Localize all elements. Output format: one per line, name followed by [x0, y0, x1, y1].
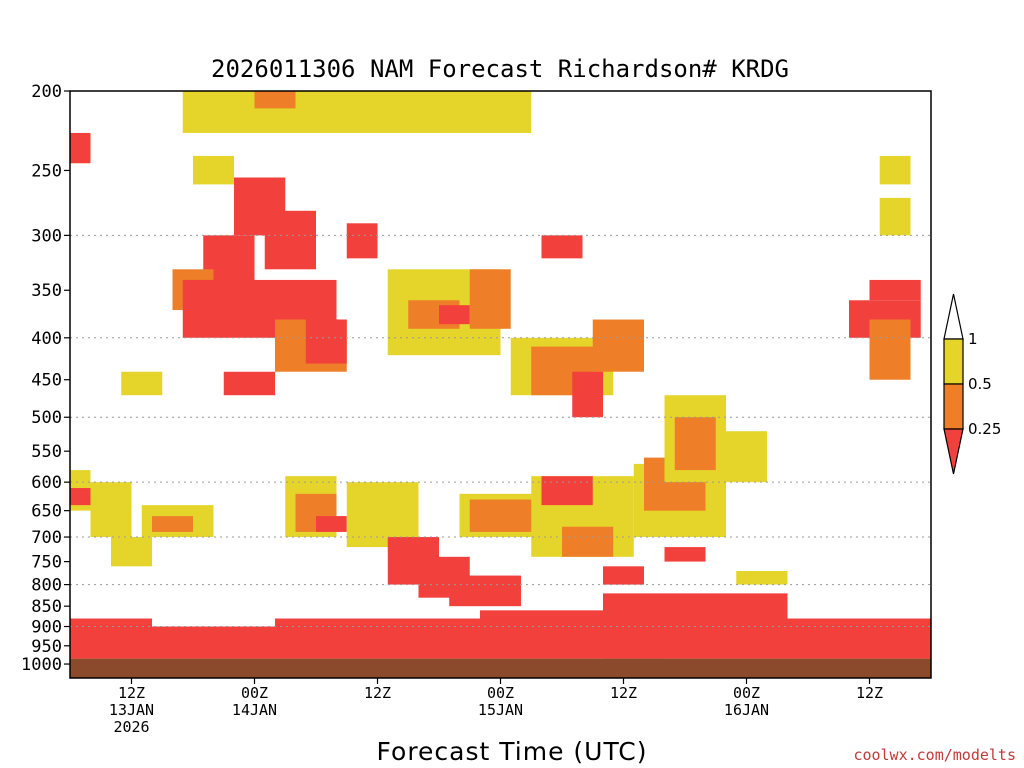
credit-text[interactable]: coolwx.com/modelts — [853, 746, 1016, 764]
y-tick-label: 800 — [31, 576, 62, 596]
x-tick-label: 14JAN — [232, 701, 277, 719]
heatmap-cell — [787, 618, 931, 659]
y-tick-label: 550 — [31, 442, 62, 462]
heatmap-cell — [541, 235, 583, 259]
heatmap-cell — [879, 155, 911, 185]
heatmap-cell — [562, 526, 614, 557]
heatmap-cell — [152, 516, 193, 532]
x-tick-label: 00Z — [487, 684, 514, 702]
y-tick-label: 750 — [31, 553, 62, 573]
x-tick-label: 00Z — [241, 684, 268, 702]
y-tick-label: 500 — [31, 408, 62, 428]
heatmap-cell — [305, 319, 347, 364]
y-tick-label: 650 — [31, 502, 62, 522]
heatmap-cell — [223, 371, 275, 396]
heatmap-cell — [603, 593, 788, 659]
ground-layer — [70, 658, 931, 678]
heatmap-cell — [121, 371, 163, 396]
y-tick-label: 600 — [31, 473, 62, 493]
y-tick-label: 950 — [31, 637, 62, 657]
heatmap-cell — [674, 417, 716, 471]
heatmap-cell — [346, 223, 378, 259]
y-tick-label: 1000 — [21, 655, 62, 675]
heatmap-cell — [449, 575, 521, 607]
heatmap-cell — [439, 305, 470, 325]
heatmap-cell — [664, 547, 706, 562]
y-tick-label: 350 — [31, 281, 62, 301]
heatmap-cell — [254, 91, 296, 109]
heatmap-cell — [264, 210, 316, 270]
heatmap-cell — [572, 371, 603, 418]
colorbar-level-label: 0.25 — [968, 420, 1001, 438]
colorbar-level-label: 1 — [968, 330, 978, 348]
y-tick-label: 250 — [31, 161, 62, 181]
heatmap-cell — [316, 516, 347, 532]
heatmap-cell — [603, 566, 644, 585]
y-tick-label: 200 — [31, 82, 62, 102]
y-tick-label: 900 — [31, 618, 62, 638]
colorbar-level-label: 0.5 — [968, 375, 992, 393]
x-tick-label: 12Z — [364, 684, 391, 702]
heatmap-cells — [70, 91, 931, 659]
heatmap-cell — [346, 482, 419, 548]
colorbar-top-triangle — [943, 293, 964, 340]
heatmap-cell — [469, 269, 511, 329]
heatmap-cell — [726, 431, 767, 483]
chart-title: 2026011306 NAM Forecast Richardson# KRDG — [211, 55, 789, 83]
heatmap-cell — [275, 618, 480, 659]
x-axis-label: Forecast Time (UTC) — [377, 737, 648, 766]
heatmap-cell — [182, 91, 532, 133]
x-tick-label: 16JAN — [724, 701, 769, 719]
colorbar-bin — [943, 383, 964, 430]
heatmap-cell — [592, 319, 644, 372]
ground-fill — [70, 658, 931, 678]
x-tick-label: 13JAN — [109, 701, 154, 719]
heatmap-cell — [111, 537, 152, 567]
y-tick-label: 700 — [31, 528, 62, 548]
heatmap-cell — [70, 132, 91, 164]
heatmap-cell — [193, 155, 234, 185]
heatmap-cell — [70, 618, 152, 659]
x-tick-label: 12Z — [856, 684, 883, 702]
colorbar-bottom-triangle — [943, 428, 964, 475]
y-tick-label: 400 — [31, 329, 62, 349]
x-tick-label: 15JAN — [478, 701, 523, 719]
y-axis: 200 250 300 350 400 450 500 550 600 650 700 750 8008… — [21, 82, 70, 675]
heatmap-cell — [736, 570, 788, 585]
y-tick-label: 850 — [31, 597, 62, 617]
colorbar-legend: 1 0.5 0.25 — [943, 293, 1001, 475]
heatmap-cell — [869, 279, 921, 301]
heatmap-cell — [879, 197, 911, 236]
x-tick-label: 12Z — [610, 684, 637, 702]
heatmap-cell — [152, 626, 275, 659]
heatmap-cell — [469, 499, 542, 532]
x-tick-label: 2026 — [113, 718, 149, 736]
colorbar-bin — [943, 338, 964, 385]
heatmap-cell — [541, 476, 593, 506]
x-tick-label: 12Z — [118, 684, 145, 702]
heatmap-cell — [869, 319, 911, 380]
heatmap-cell — [90, 482, 132, 538]
y-tick-label: 450 — [31, 371, 62, 391]
x-tick-label: 00Z — [733, 684, 760, 702]
y-tick-label: 300 — [31, 226, 62, 246]
